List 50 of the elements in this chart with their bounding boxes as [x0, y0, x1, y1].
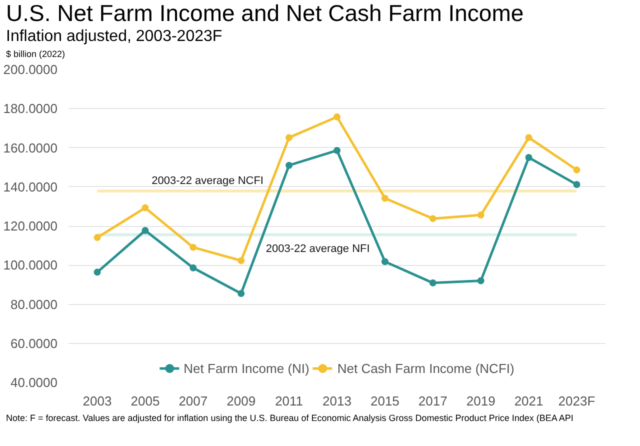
point: [573, 166, 580, 174]
x-tick-label: 2023F: [558, 394, 596, 409]
y-tick-label: 60.0000: [10, 336, 58, 352]
x-tick-label: 2009: [226, 394, 256, 409]
point: [238, 290, 245, 298]
point: [477, 277, 484, 284]
y-tick-label: 80.0000: [10, 296, 58, 312]
ref-line-label: 2003-22 average NCFI: [152, 175, 264, 188]
y-tick-label: 140.0000: [3, 180, 58, 195]
legend-label: Net Cash Farm Income (NCFI): [337, 360, 514, 376]
x-tick-label: 2003: [82, 394, 112, 409]
y-tick-label: 100.0000: [3, 258, 58, 273]
point: [94, 268, 101, 276]
point: [286, 162, 293, 170]
point: [286, 134, 293, 142]
point: [190, 244, 197, 251]
legend-label: Net Farm Income (NI): [184, 360, 310, 376]
point: [190, 264, 197, 272]
point: [381, 194, 388, 202]
point: [525, 134, 532, 142]
x-tick-label: 2021: [514, 394, 544, 409]
point: [334, 147, 340, 154]
point: [429, 215, 436, 222]
x-tick-label: 2013: [322, 394, 352, 409]
x-tick-label: 2015: [370, 394, 400, 409]
x-tick-label: 2019: [466, 394, 496, 409]
point: [142, 204, 149, 212]
point: [142, 227, 149, 234]
y-tick-label: 160.0000: [3, 140, 58, 156]
x-tick-label: 2017: [418, 394, 448, 409]
point: [94, 234, 101, 242]
x-tick-label: 2005: [130, 394, 160, 409]
point: [477, 212, 484, 219]
y-axis-title: $ billion (2022): [6, 48, 66, 60]
y-tick-label: 40.0000: [10, 375, 58, 390]
chart-subtitle: Inflation adjusted, 2003-2023F: [6, 28, 222, 47]
point: [573, 181, 580, 188]
point: [429, 280, 436, 287]
y-tick-label: 120.0000: [3, 218, 58, 234]
point: [525, 154, 532, 162]
text: Note: F = forecast. Values are adjusted for inflation using the U.S. Bureau of Economic Analysis Gross Domestic Product Price Index (BEA API: [6, 413, 574, 424]
chart-title: U.S. Net Farm Income and Net Cash Farm Income: [6, 0, 524, 26]
point: [381, 258, 388, 266]
x-tick-label: 2011: [275, 394, 304, 409]
point: [334, 114, 340, 121]
ref-line-label: 2003-22 average NFI: [266, 242, 370, 255]
point: [238, 257, 245, 264]
y-tick-label: 180.0000: [3, 101, 58, 116]
x-tick-label: 2007: [178, 394, 208, 409]
y-tick-label: 200.0000: [3, 62, 58, 78]
